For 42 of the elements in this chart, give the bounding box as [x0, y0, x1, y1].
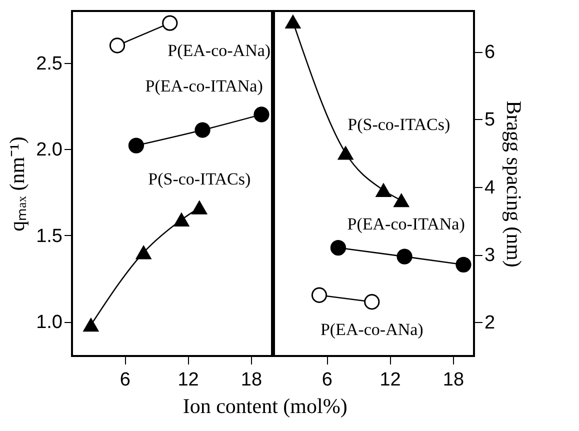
y-tick-label: 1.5	[36, 226, 62, 247]
point	[194, 122, 210, 138]
point	[396, 248, 412, 264]
y-tick-label: 2.5	[36, 53, 62, 74]
y-axis-title: qₘₐₓ (nm⁻¹)	[5, 136, 30, 232]
point	[376, 184, 392, 197]
x-tick-label: 6	[120, 370, 130, 390]
point	[311, 287, 328, 303]
point	[338, 146, 354, 160]
y-tick-label: 4	[484, 177, 496, 198]
series-label: P(EA-co-ANa)	[320, 320, 424, 339]
point	[330, 240, 346, 256]
series-label: P(S-co-ITACs)	[148, 170, 251, 189]
y-tick-label: 5	[484, 110, 496, 131]
x-tick-label: 18	[240, 370, 262, 390]
series-label: P(EA-co-ANa)	[168, 41, 271, 60]
y-tick-label: 1.0	[36, 312, 62, 333]
point	[456, 256, 472, 272]
point	[109, 38, 126, 54]
y-tick-label: 2	[484, 312, 496, 334]
point	[174, 213, 190, 226]
point	[162, 15, 178, 31]
point	[285, 15, 301, 29]
x-tick-label: 18	[442, 370, 464, 390]
point	[128, 138, 144, 154]
series-label: P(EA-co-ITANa)	[347, 214, 465, 234]
y-tick-label: 2.0	[36, 140, 62, 160]
point	[394, 194, 410, 208]
y-axis-title: Bragg spacing (nm)	[502, 100, 526, 268]
x-axis-title: Ion content (mol%)	[182, 394, 348, 418]
x-tick-label: 12	[380, 370, 401, 390]
series-label: P(S-co-ITACs)	[348, 115, 450, 134]
point	[83, 318, 99, 332]
y-tick-label: 6	[484, 42, 496, 64]
y-tick-label: 3	[484, 245, 496, 266]
point	[136, 246, 152, 260]
point	[192, 200, 208, 214]
point	[364, 294, 380, 310]
x-tick-label: 12	[178, 370, 199, 390]
x-tick-label: 6	[322, 370, 332, 390]
point	[254, 106, 270, 122]
series-label: P(EA-co-ITANa)	[145, 76, 263, 96]
